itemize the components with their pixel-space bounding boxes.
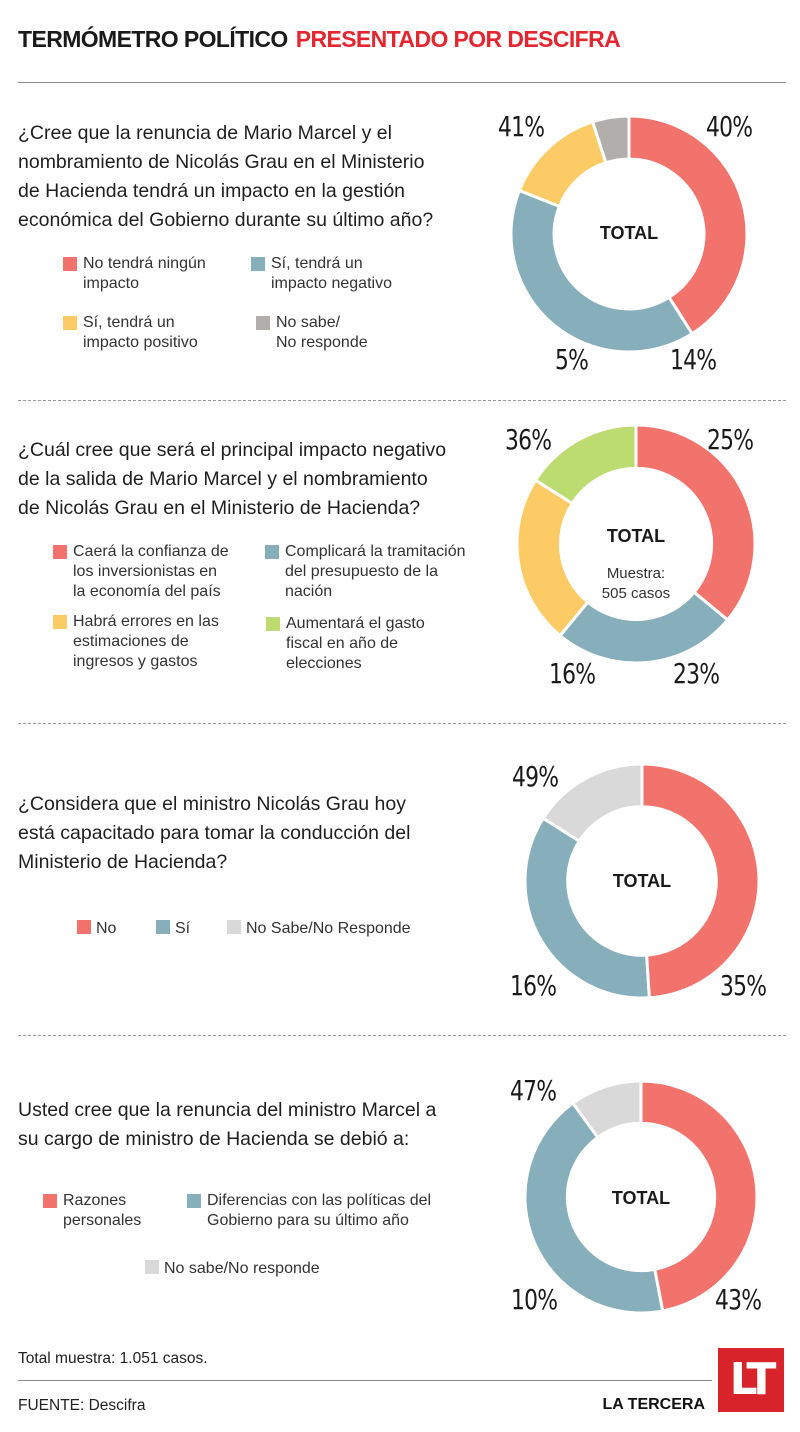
legend-label: Sí, tendrá un impacto positivo (83, 314, 198, 351)
legend-label: No sabe/ No responde (276, 314, 368, 351)
question-line: de la salida de Mario Marcel y el nombra… (18, 468, 428, 490)
donut-center-label: TOTAL (600, 223, 658, 243)
data-label: 10% (511, 1283, 558, 1316)
legend-swatch (63, 316, 77, 330)
legend-swatch (251, 257, 265, 271)
legend-swatch (266, 617, 280, 631)
question-line: está capacitado para tomar la conducción… (18, 822, 411, 844)
question-line: su cargo de ministro de Hacienda se debi… (18, 1128, 410, 1150)
donut-chart-2: TOTAL Muestra: 505 casos (515, 423, 757, 665)
donut-center-label: TOTAL (613, 871, 671, 891)
data-label: 43% (715, 1283, 762, 1316)
legend-label: Habrá errores en las estimaciones de ing… (73, 613, 219, 670)
brand-logo: LT (718, 1348, 784, 1412)
question-line: de Hacienda tendrá un impacto en la gest… (18, 180, 406, 202)
legend-label: No tendrá ningún impacto (83, 255, 206, 292)
legend-label: Caerá la confianza de los inversionistas… (73, 543, 229, 600)
question-line: económica del Gobierno durante su último… (18, 209, 434, 231)
section-divider (18, 723, 786, 724)
donut-chart-1: TOTAL (509, 114, 749, 354)
donut-center-sublabel: 505 casos (602, 585, 670, 602)
legend-label: No Sabe/No Responde (246, 920, 411, 937)
page-header: TERMÓMETRO POLÍTICO PRESENTADO POR DESCIF… (18, 26, 621, 53)
question-line: Ministerio de Hacienda? (18, 851, 228, 873)
legend-item: No (77, 919, 116, 939)
sample-note: Total muestra: 1.051 casos. (18, 1350, 208, 1367)
legend-swatch (227, 920, 241, 934)
legend-label: Sí (175, 920, 191, 937)
legend-label: No (96, 920, 117, 937)
legend-item: No Sabe/No Responde (227, 919, 411, 939)
donut-center-label: TOTAL (612, 1188, 670, 1208)
data-label: 5% (555, 343, 589, 376)
legend-label: Diferencias con las políticas del Gobier… (207, 1192, 432, 1229)
donut-slice (523, 1101, 665, 1315)
question-1: ¿Cree que la renuncia de Mario Marcel y … (18, 119, 433, 235)
data-label: 23% (673, 657, 720, 690)
source-note: FUENTE: Descifra (18, 1397, 146, 1414)
legend-swatch (156, 920, 170, 934)
data-label: 14% (670, 343, 717, 376)
data-label: 47% (510, 1074, 557, 1107)
legend-swatch (145, 1260, 159, 1274)
data-label: 36% (505, 423, 552, 456)
section-divider (18, 400, 786, 401)
legend-swatch (77, 920, 91, 934)
footer-rule (18, 1380, 712, 1381)
legend-item: No sabe/No responde (145, 1259, 320, 1279)
donut-slice (517, 119, 608, 209)
question-2: ¿Cuál cree que será el principal impacto… (18, 436, 446, 523)
legend-label: Complicará la tramitación del presupuest… (285, 543, 466, 600)
legend-label: Razones personales (63, 1192, 142, 1229)
data-label: 35% (720, 969, 767, 1002)
donut-slice (523, 816, 651, 1000)
donut-slice (639, 1079, 759, 1313)
data-label: 16% (549, 657, 596, 690)
question-3: ¿Considera que el ministro Nicolás Grau … (18, 790, 410, 877)
question-line: nombramiento de Nicolás Grau en el Minis… (18, 151, 425, 173)
donut-slice (515, 478, 590, 638)
legend-swatch (256, 316, 270, 330)
legend-swatch (63, 257, 77, 271)
donut-chart-3: TOTAL (523, 762, 761, 1000)
legend-swatch (53, 545, 67, 559)
data-label: 40% (706, 110, 753, 143)
question-4: Usted cree que la renuncia del ministro … (18, 1096, 436, 1154)
header-rule (18, 82, 786, 83)
question-line: ¿Cuál cree que será el principal impacto… (18, 439, 447, 461)
donut-chart-4: TOTAL (523, 1079, 759, 1315)
legend-swatch (53, 615, 67, 629)
question-line: ¿Cree que la renuncia de Mario Marcel y … (18, 122, 392, 144)
legend-swatch (265, 545, 279, 559)
donut-slice (627, 114, 749, 336)
donut-slice (558, 590, 730, 665)
data-label: 25% (707, 423, 754, 456)
header-subtitle: PRESENTADO POR DESCIFRA (295, 26, 621, 52)
legend-label: Aumentará el gasto fiscal en año de elec… (286, 615, 425, 672)
question-line: ¿Considera que el ministro Nicolás Grau … (18, 793, 407, 815)
data-label: 16% (510, 969, 557, 1002)
legend-label: No sabe/No responde (164, 1260, 320, 1277)
legend-swatch (187, 1194, 201, 1208)
donut-slice (640, 762, 761, 1000)
question-line: de Nicolás Grau en el Ministerio de Haci… (18, 497, 421, 519)
legend-item: Sí (156, 919, 190, 939)
donut-slice (509, 188, 695, 354)
donut-slice (634, 423, 757, 622)
legend-swatch (43, 1194, 57, 1208)
legend-label: Sí, tendrá un impacto negativo (271, 255, 392, 292)
header-title: TERMÓMETRO POLÍTICO (18, 26, 288, 52)
donut-center-sublabel: Muestra: (607, 565, 665, 582)
section-divider (18, 1035, 786, 1036)
data-label: 41% (498, 110, 545, 143)
donut-center-label: TOTAL (607, 526, 665, 546)
brand-name: LA TERCERA (602, 1396, 705, 1413)
question-line: Usted cree que la renuncia del ministro … (18, 1099, 437, 1121)
data-label: 49% (512, 760, 559, 793)
